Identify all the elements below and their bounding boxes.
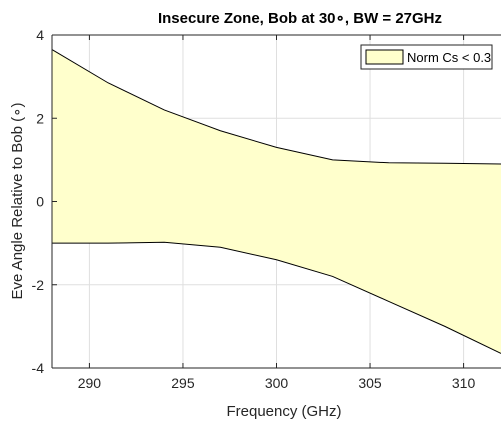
y-axis-label: Eve Angle Relative to Bob (∘): [9, 103, 26, 300]
x-tick-label: 290: [78, 375, 102, 391]
y-tick-label: 4: [36, 27, 44, 43]
legend-label: Norm Cs < 0.3: [407, 50, 491, 65]
legend: Norm Cs < 0.3: [360, 44, 493, 70]
y-ticks: -4 -2 0 2 4: [32, 27, 57, 376]
chart-title: Insecure Zone, Bob at 30∘, BW = 27GHz: [158, 10, 442, 27]
upper-bound-line: [51, 49, 501, 165]
area-series: [51, 49, 501, 354]
x-tick-label: 310: [452, 375, 476, 391]
x-tick-label: 305: [358, 375, 382, 391]
legend-swatch: [365, 49, 404, 65]
x-ticks: 290 295 300 305 310: [78, 35, 476, 391]
x-axis-label: Frequency (GHz): [226, 403, 341, 420]
y-tick-label: -2: [32, 277, 45, 293]
y-tick-label: -4: [32, 360, 45, 376]
lower-bound-line: [52, 241, 501, 354]
y-tick-label: 2: [36, 110, 44, 126]
x-tick-label: 295: [171, 375, 195, 391]
x-tick-label: 300: [265, 375, 289, 391]
y-tick-label: 0: [36, 194, 44, 210]
area-fill: [52, 49, 501, 354]
